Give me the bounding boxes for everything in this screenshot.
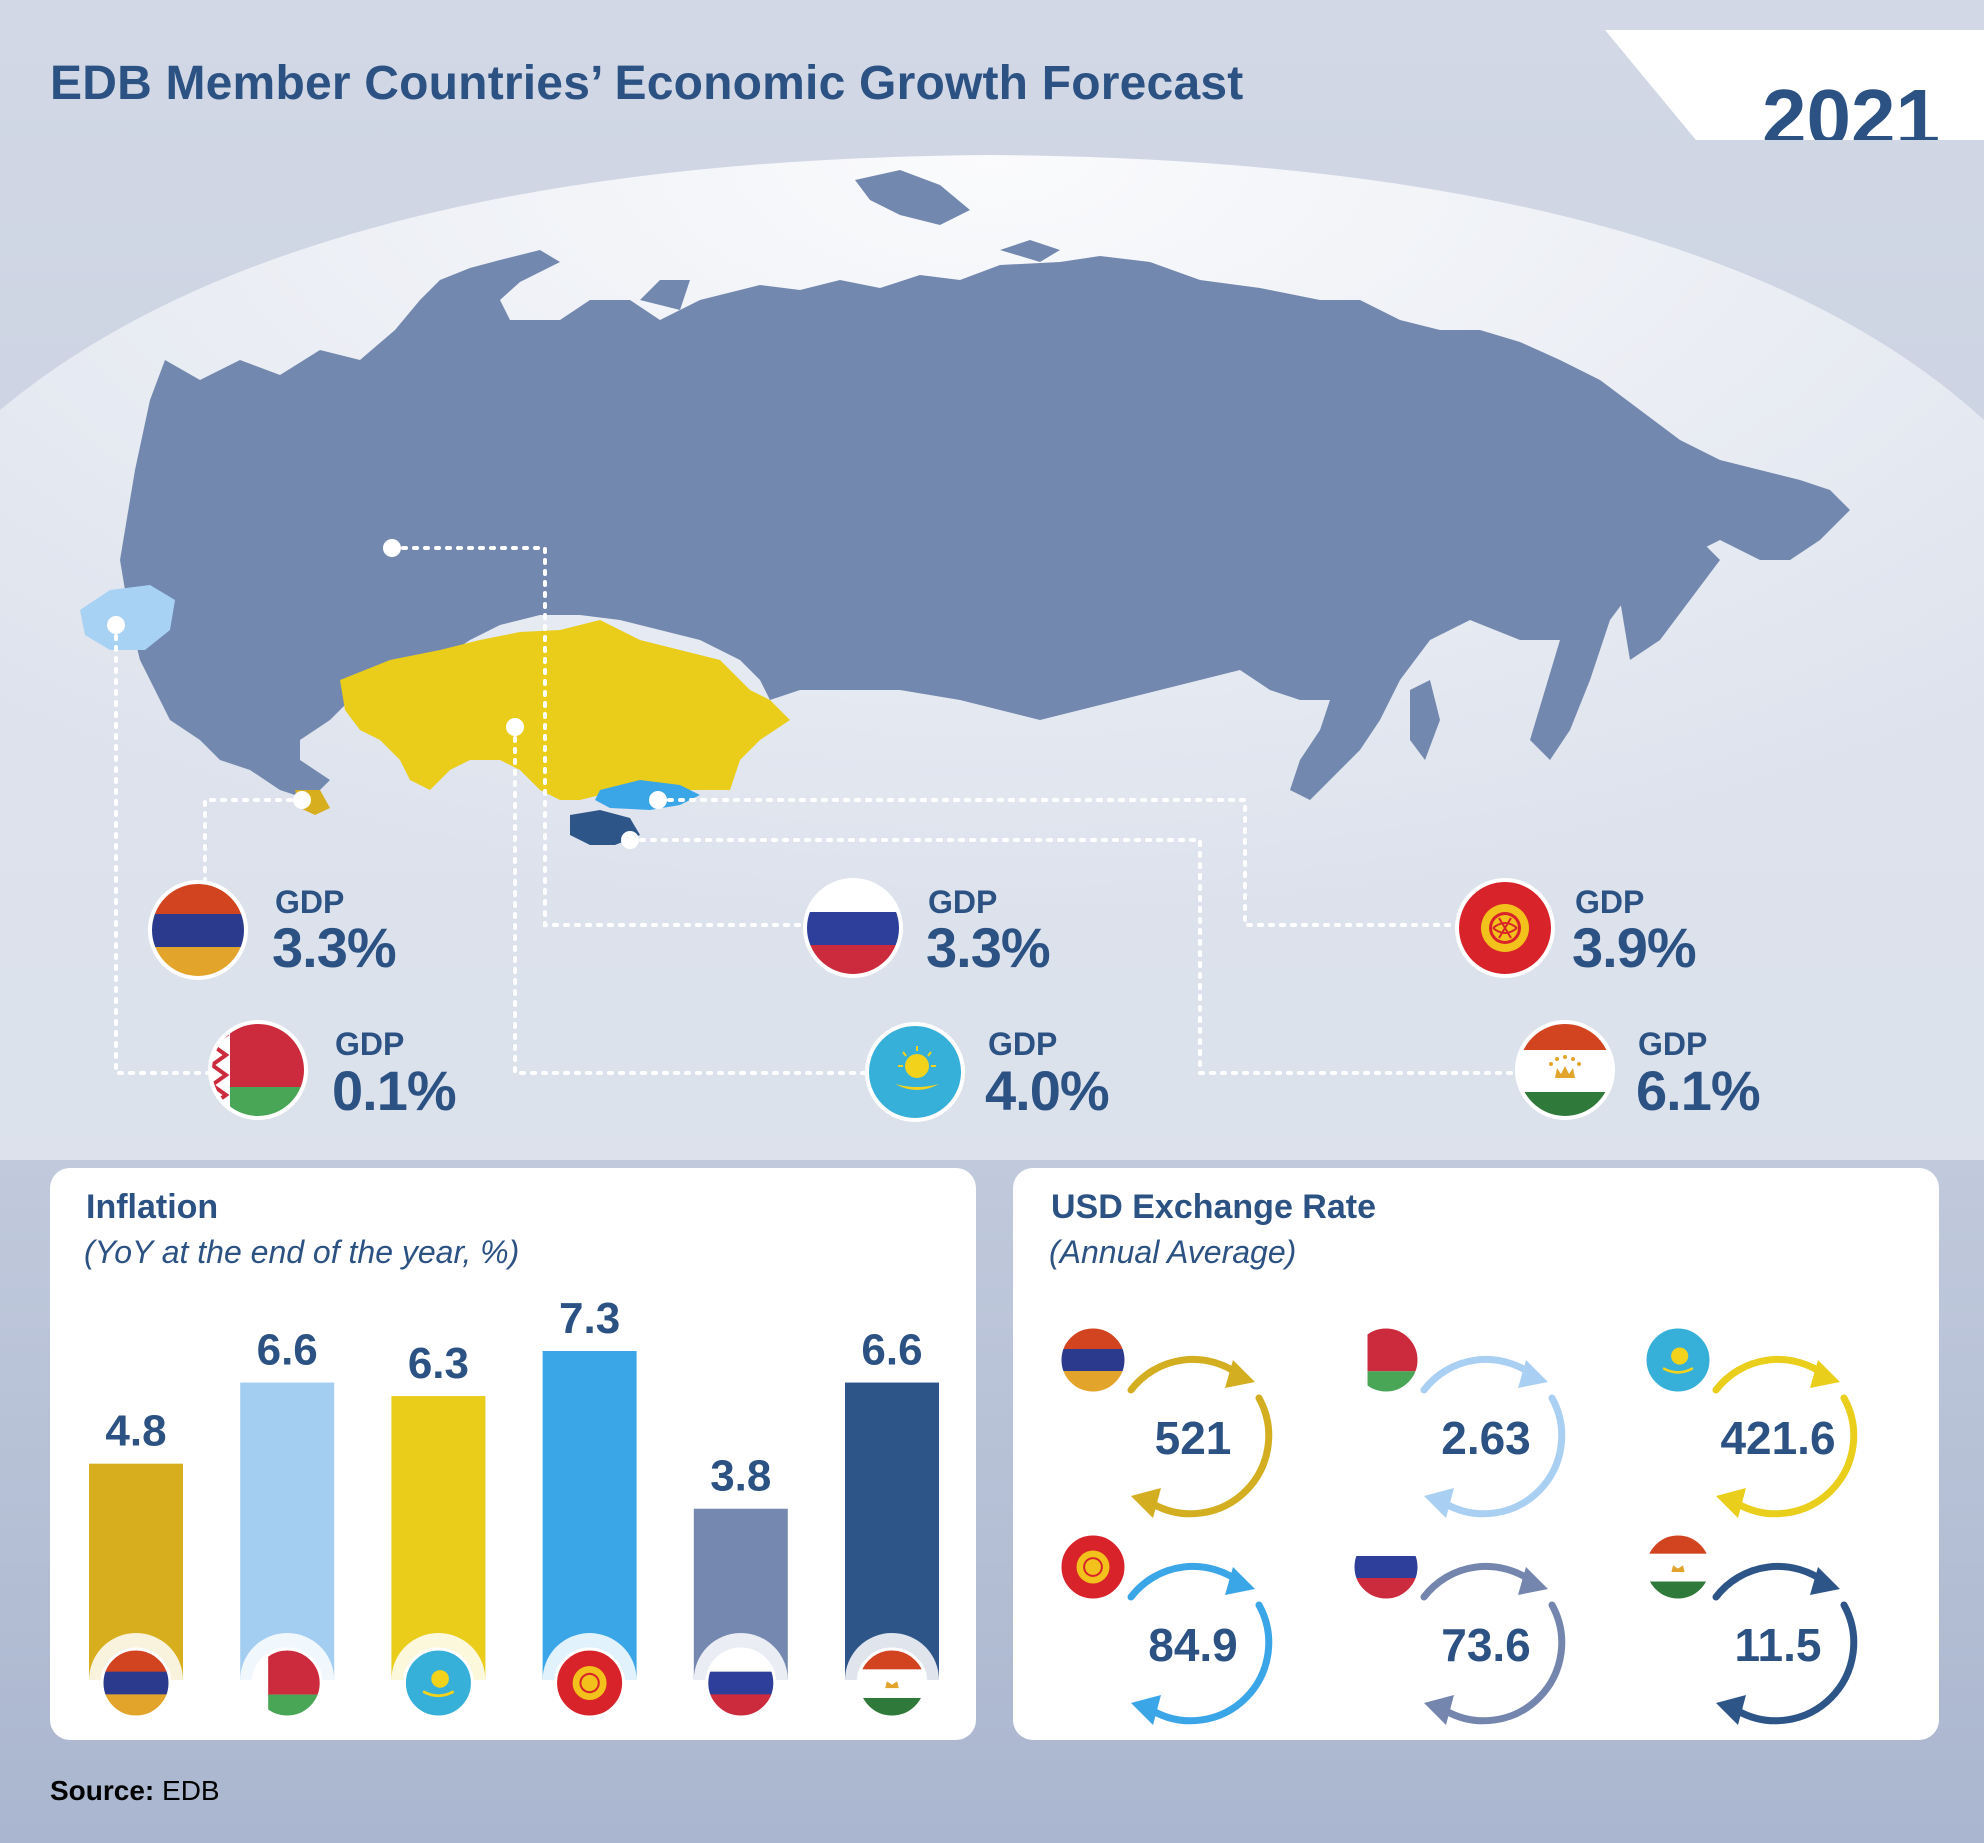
refresh-arrows-icon	[1643, 1325, 1858, 1518]
refresh-arrows-icon	[1643, 1532, 1858, 1725]
gdp-label: GDP	[335, 1026, 405, 1062]
gdp-value: 3.3%	[926, 916, 1051, 979]
kyrgyzstan-flag-icon	[554, 1647, 626, 1719]
inflation-subtitle: (YoY at the end of the year, %)	[84, 1234, 520, 1270]
refresh-arrows-icon	[1351, 1532, 1566, 1725]
exchange-rate-value: 421.6	[1720, 1412, 1836, 1464]
armenia-flag-icon	[1058, 1325, 1128, 1395]
tajikistan-flag-icon	[1643, 1532, 1713, 1602]
inflation-bar	[391, 1396, 486, 1680]
exchange-rate-item: 73.6	[1346, 1525, 1606, 1725]
inflation-bar	[240, 1382, 335, 1680]
exchange-rate-value: 11.5	[1734, 1619, 1822, 1671]
exchange-rate-value: 84.9	[1148, 1619, 1238, 1671]
region-map	[0, 155, 1984, 1160]
russia-shape	[120, 250, 1850, 800]
source-note: Source: EDB	[50, 1775, 220, 1807]
connector-kyrgyzstan	[656, 798, 1457, 927]
inflation-panel: Inflation (YoY at the end of the year, %…	[50, 1168, 976, 1740]
tajikistan-flag-icon	[856, 1647, 928, 1719]
inflation-bar-group: 4.8	[89, 1407, 183, 1719]
refresh-arrows-icon	[1351, 1325, 1566, 1518]
exchange-rate-value: 73.6	[1441, 1619, 1531, 1671]
exchange-title: USD Exchange Rate	[1051, 1188, 1376, 1226]
inflation-bar-group: 3.8	[693, 1452, 788, 1719]
gdp-label: GDP	[1575, 884, 1645, 920]
inflation-bar-group: 7.3	[542, 1294, 637, 1719]
russia-flag-icon	[803, 878, 903, 978]
inflation-bar	[542, 1351, 637, 1680]
exchange-rate-item: 2.63	[1346, 1318, 1606, 1518]
gdp-value: 3.9%	[1572, 916, 1697, 979]
inflation-value-label: 6.6	[861, 1326, 922, 1375]
inflation-title: Inflation	[86, 1188, 219, 1226]
kamchatka-shape	[1410, 540, 1720, 760]
refresh-arrows-icon	[1058, 1532, 1273, 1725]
kazakhstan-shape	[340, 620, 790, 800]
kazakhstan-flag-icon	[865, 1022, 965, 1122]
refresh-arrows-icon	[1058, 1325, 1273, 1518]
gdp-value: 6.1%	[1636, 1059, 1761, 1122]
gdp-value: 4.0%	[985, 1059, 1110, 1122]
kyrgyzstan-shape	[595, 780, 700, 810]
exchange-rate-value: 2.63	[1441, 1412, 1531, 1464]
tajikistan-flag-icon	[1515, 1020, 1615, 1120]
exchange-subtitle: (Annual Average)	[1049, 1234, 1297, 1270]
year-label: 2021	[1762, 73, 1940, 162]
inflation-value-label: 6.6	[257, 1326, 318, 1375]
source-value: EDB	[162, 1775, 220, 1806]
gdp-value: 3.3%	[272, 916, 397, 979]
kazakhstan-flag-icon	[1643, 1325, 1713, 1395]
arctic-islands	[640, 170, 1060, 310]
exchange-rate-item: 84.9	[1053, 1525, 1313, 1725]
page-title: EDB Member Countries’ Economic Growth Fo…	[50, 57, 1244, 110]
exchange-rate-item: 11.5	[1638, 1525, 1898, 1725]
inflation-value-label: 6.3	[408, 1339, 469, 1388]
kazakhstan-flag-icon	[402, 1647, 474, 1719]
inflation-bar	[845, 1382, 939, 1680]
russia-flag-icon	[1351, 1532, 1421, 1602]
inflation-chart: 4.8 6.6 6.3 7.3 3.8 6.6	[89, 1294, 939, 1719]
connector-belarus	[114, 623, 212, 1075]
connector-kazakhstan	[513, 725, 867, 1075]
connector-russia	[390, 546, 802, 927]
inflation-bar-group: 6.6	[240, 1326, 335, 1719]
exchange-panel: USD Exchange Rate (Annual Average) 521 2.…	[1013, 1168, 1939, 1740]
belarus-flag-icon	[251, 1647, 323, 1719]
gdp-label: GDP	[1638, 1026, 1708, 1062]
gdp-value: 0.1%	[332, 1059, 457, 1122]
inflation-value-label: 3.8	[710, 1452, 771, 1501]
exchange-rate-item: 421.6	[1638, 1318, 1898, 1518]
inflation-value-label: 7.3	[559, 1294, 620, 1343]
inflation-bar-group: 6.3	[391, 1339, 486, 1719]
source-label: Source:	[50, 1775, 155, 1806]
armenia-flag-icon	[148, 880, 248, 980]
gdp-label: GDP	[275, 884, 345, 920]
kyrgyzstan-flag-icon	[1058, 1532, 1128, 1602]
gdp-label: GDP	[988, 1026, 1058, 1062]
exchange-rate-value: 521	[1154, 1412, 1232, 1464]
kyrgyzstan-flag-icon	[1455, 878, 1555, 978]
belarus-flag-icon	[1351, 1325, 1421, 1395]
inflation-bar-group: 6.6	[845, 1326, 939, 1719]
belarus-flag-icon	[208, 1020, 308, 1120]
inflation-value-label: 4.8	[105, 1407, 166, 1456]
russia-flag-icon	[705, 1647, 777, 1719]
connector-tajikistan	[628, 838, 1517, 1075]
belarus-shape	[80, 585, 175, 650]
gdp-label: GDP	[928, 884, 998, 920]
armenia-flag-icon	[100, 1647, 172, 1719]
connector-armenia	[203, 798, 304, 882]
exchange-rate-item: 521	[1053, 1318, 1313, 1518]
